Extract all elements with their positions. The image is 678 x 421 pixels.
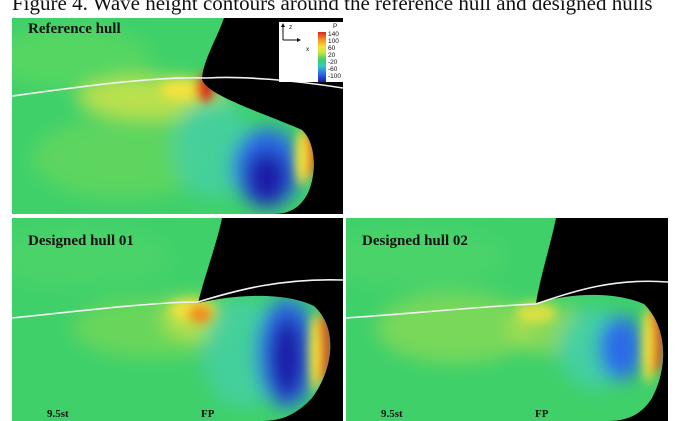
figure-caption: Figure 4. Wave height contours around th…: [12, 0, 653, 15]
panel-reference-hull: Reference hull z x P 140 100 60 20 -20 -…: [12, 18, 343, 214]
legend-tick: -100: [328, 73, 342, 80]
panel-designed-hull-02: Designed hull 02 9.5st FP: [346, 218, 668, 421]
legend-tick: 60: [328, 45, 336, 52]
axis-label-z: z: [289, 24, 293, 31]
z-x-axes-icon: [281, 23, 301, 42]
panel-label-designed-hull-01: Designed hull 01: [28, 233, 134, 249]
legend-color-bar: [318, 32, 326, 82]
axis-label-x: x: [306, 46, 310, 53]
forward-perpendicular-label: FP: [535, 408, 549, 420]
station-label-9-5st: 9.5st: [47, 408, 69, 420]
panel-designed-hull-01: Designed hull 01 9.5st FP: [12, 218, 343, 421]
panel-label-reference-hull: Reference hull: [28, 21, 121, 37]
contour-plot-designed-02: [346, 218, 668, 421]
legend-tick: -20: [328, 59, 338, 66]
panel-label-designed-hull-02: Designed hull 02: [362, 233, 468, 249]
contour-plot-designed-01: [12, 218, 343, 421]
color-legend: z x P 140 100 60 20 -20 -60 -100: [279, 22, 343, 82]
station-label-9-5st: 9.5st: [381, 408, 403, 420]
legend-tick: 100: [328, 38, 339, 45]
forward-perpendicular-label: FP: [201, 408, 215, 420]
legend-tick: 140: [328, 31, 339, 38]
legend-tick: 20: [328, 52, 336, 59]
legend-tick: -60: [328, 66, 338, 73]
legend-variable: P: [333, 23, 338, 30]
